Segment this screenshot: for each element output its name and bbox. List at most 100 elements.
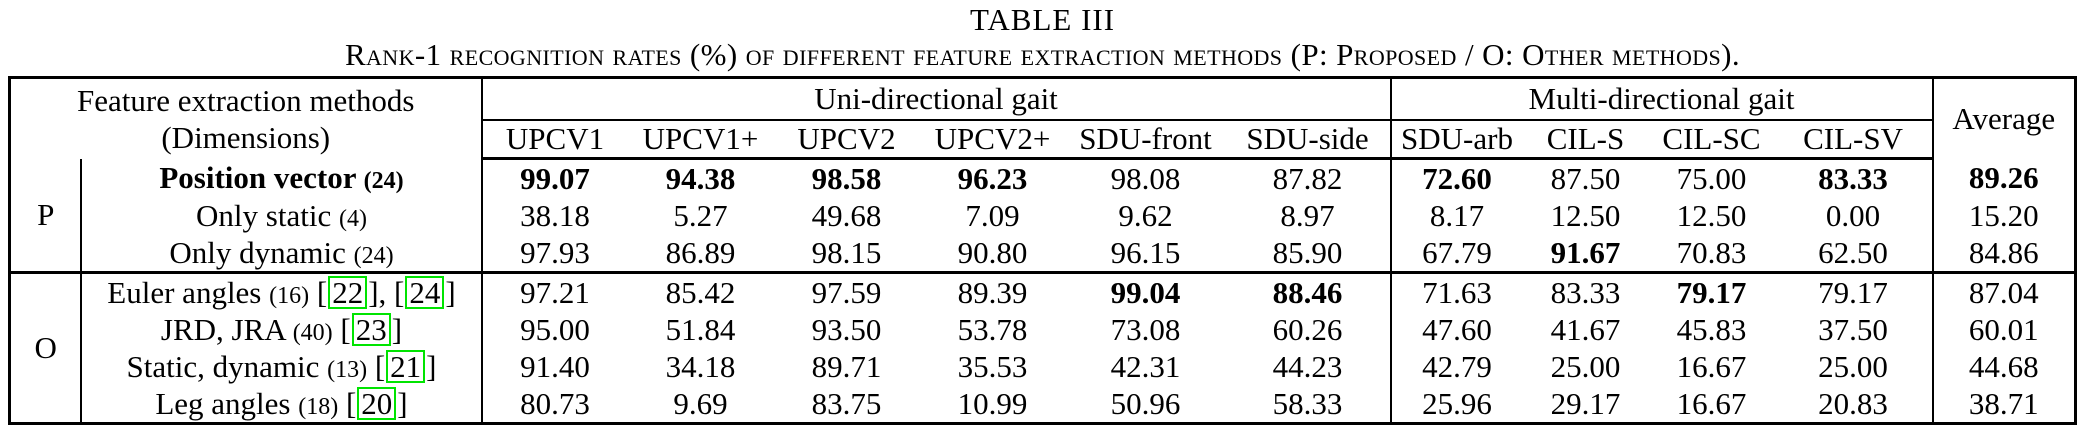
value-cell: 20.83 xyxy=(1774,385,1934,424)
method-dimensions: (24) xyxy=(363,167,404,194)
value-cell: 16.67 xyxy=(1676,348,1747,384)
header-group-multi-directional: Multi-directional gait xyxy=(1390,77,1934,121)
header-col-upcv1plus: UPCV1+ xyxy=(627,120,774,160)
value-cell: 67.79 xyxy=(1422,234,1492,270)
value-cell: 84.86 xyxy=(1968,234,2039,270)
value-cell: 97.59 xyxy=(773,271,920,311)
value-cell: 8.17 xyxy=(1429,197,1485,233)
table-row: Only dynamic (24) 97.93 86.89 98.15 90.80 96.… xyxy=(9,234,2075,273)
value-cell: 9.69 xyxy=(673,385,728,421)
method-cell: Only dynamic (24) xyxy=(81,234,483,273)
method-name: Only dynamic xyxy=(169,234,354,270)
value-cell: 83.33 xyxy=(1522,271,1649,311)
method-dimensions: (13) xyxy=(327,356,368,383)
value-cell: 37.50 xyxy=(1774,311,1934,348)
group-label-P: P xyxy=(9,158,83,273)
method-dimensions: (24) xyxy=(353,242,394,269)
value-cell: 50.96 xyxy=(1110,385,1181,421)
header-average: Average xyxy=(1952,100,2056,136)
table-row: P Position vector (24) 99.07 94.38 98.58 96.2… xyxy=(9,158,2075,273)
citation-link-21[interactable]: 21 xyxy=(386,349,426,383)
table-row: Only static (4) 38.18 5.27 49.68 7.09 9.62 8.9… xyxy=(9,197,2075,234)
table-row: Static, dynamic (13) [21] 91.40 34.18 89.71… xyxy=(9,348,2075,385)
table-row: JRD, JRA (40) [23] 95.00 51.84 93.50 53.78 73… xyxy=(9,311,2075,348)
citation-link-22[interactable]: 22 xyxy=(328,275,368,309)
value-cell: 93.50 xyxy=(811,311,882,347)
value-cell: 79.17 xyxy=(1774,271,1934,311)
value-cell: 16.67 xyxy=(1676,385,1747,421)
value-cell: 53.78 xyxy=(957,311,1028,347)
citation-link-20[interactable]: 20 xyxy=(357,386,397,420)
value-cell: 99.04 xyxy=(1065,271,1226,311)
value-cell: 83.33 xyxy=(1774,158,1934,197)
method-dimensions: (4) xyxy=(338,205,367,232)
value-cell: 89.39 xyxy=(919,271,1066,311)
value-cell: 0.00 xyxy=(1774,197,1934,234)
method-cell: Only static (4) xyxy=(81,197,483,234)
value-cell: 62.50 xyxy=(1774,234,1934,273)
citation-link-23[interactable]: 23 xyxy=(351,312,391,346)
value-cell: 75.00 xyxy=(1676,160,1747,196)
header-feature-line1: Feature extraction methods xyxy=(77,82,415,118)
value-cell: 97.93 xyxy=(520,234,590,270)
method-cell: Euler angles (16) [22], [24] xyxy=(81,271,483,311)
method-cell: Static, dynamic (13) [21] xyxy=(81,348,483,385)
group-label-O: O xyxy=(9,271,83,424)
value-cell: 12.50 xyxy=(1676,197,1747,233)
value-cell: 38.71 xyxy=(1968,385,2039,421)
value-cell: 80.73 xyxy=(520,385,590,421)
value-cell: 71.63 xyxy=(1390,271,1523,311)
method-name: JRD, JRA xyxy=(160,311,293,347)
table-row: O Euler angles (16) [22], [24] 97.21 85.42 9… xyxy=(9,271,2076,424)
value-cell: 88.46 xyxy=(1225,271,1392,311)
value-cell: 94.38 xyxy=(665,160,736,196)
value-cell: 42.31 xyxy=(1110,348,1181,384)
value-cell: 58.33 xyxy=(1225,385,1392,424)
method-cell: JRD, JRA (40) [23] xyxy=(81,311,483,348)
value-cell: 86.89 xyxy=(665,234,736,270)
recognition-rates-table: Feature extraction methods (Dimensions) … xyxy=(7,76,2078,425)
header-col-sdu-side: SDU-side xyxy=(1225,120,1392,160)
value-cell: 95.00 xyxy=(520,311,590,347)
citation-link-24[interactable]: 24 xyxy=(405,275,445,309)
header-col-upcv2: UPCV2 xyxy=(773,120,920,160)
value-cell: 97.21 xyxy=(481,271,628,311)
table-row: Leg angles (18) [20] 80.73 9.69 83.75 10.99 5… xyxy=(9,385,2075,424)
header-col-upcv2plus: UPCV2+ xyxy=(919,120,1066,160)
header-feature-line2: (Dimensions) xyxy=(161,119,331,155)
value-cell: 25.96 xyxy=(1422,385,1492,421)
value-cell: 25.00 xyxy=(1774,348,1934,385)
value-cell: 41.67 xyxy=(1550,311,1621,347)
value-cell: 5.27 xyxy=(673,197,728,233)
value-cell: 15.20 xyxy=(1968,197,2039,233)
table-number: TABLE III xyxy=(969,2,1116,37)
value-cell: 45.83 xyxy=(1676,311,1747,347)
header-col-sdu-front: SDU-front xyxy=(1065,120,1226,160)
value-cell: 49.68 xyxy=(811,197,882,233)
method-name: Leg angles xyxy=(155,385,299,421)
method-name: Only static xyxy=(196,197,339,233)
value-cell: 89.26 xyxy=(1968,159,2039,195)
value-cell: 98.58 xyxy=(811,160,882,196)
value-cell: 89.71 xyxy=(811,348,882,384)
value-cell: 70.83 xyxy=(1676,234,1747,270)
header-col-cil-s: CIL-S xyxy=(1522,120,1649,160)
value-cell: 60.01 xyxy=(1968,311,2039,347)
value-cell: 25.00 xyxy=(1550,348,1621,384)
header-col-upcv1: UPCV1 xyxy=(481,120,628,160)
method-cell: Leg angles (18) [20] xyxy=(81,385,483,424)
value-cell: 9.62 xyxy=(1118,197,1173,233)
header-feature-extraction-methods: Feature extraction methods (Dimensions) xyxy=(9,77,483,159)
value-cell: 98.15 xyxy=(811,234,882,270)
value-cell: 99.07 xyxy=(520,160,590,196)
value-cell: 87.50 xyxy=(1550,160,1621,196)
header-col-cil-sc: CIL-SC xyxy=(1648,120,1775,160)
value-cell: 42.79 xyxy=(1422,348,1492,384)
table-caption-text: Rank-1 recognition rates (%) of differen… xyxy=(344,37,1741,72)
table-caption-block: TABLE III Rank-1 recognition rates (%) o… xyxy=(0,0,2085,73)
header-col-cil-sv: CIL-SV xyxy=(1774,120,1934,160)
value-cell: 29.17 xyxy=(1550,385,1621,421)
value-cell: 96.23 xyxy=(957,160,1028,196)
value-cell: 44.68 xyxy=(1968,348,2039,384)
method-dimensions: (16) xyxy=(269,282,310,309)
